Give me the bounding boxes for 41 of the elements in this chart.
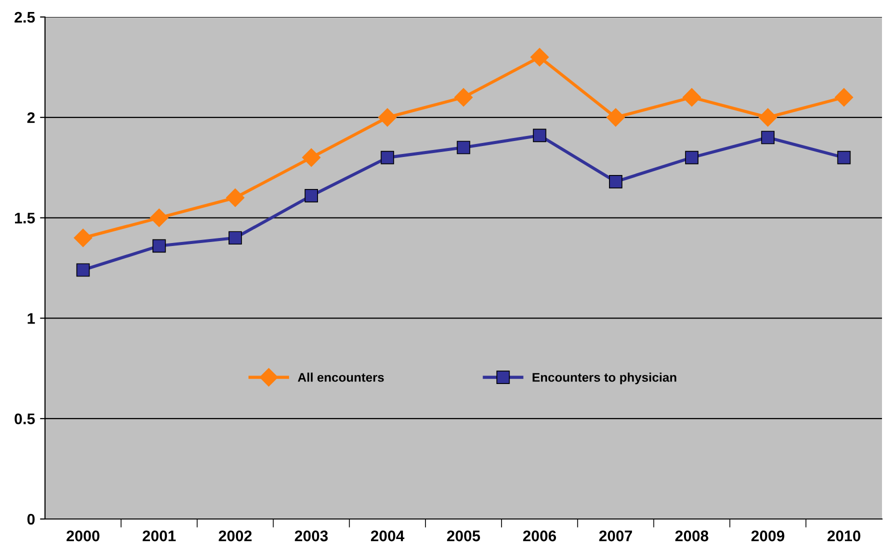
x-tick-label: 2010 [827, 530, 860, 542]
point [228, 231, 242, 245]
point [74, 228, 92, 248]
x-tick-label: 2008 [675, 530, 708, 542]
point [834, 88, 854, 107]
point [685, 150, 698, 164]
legend-label: Encounters to physician [532, 372, 676, 384]
point [530, 48, 549, 66]
x-tick-label: 2000 [66, 530, 100, 542]
y-tick-label: 1.5 [15, 212, 35, 224]
point [76, 263, 90, 277]
point [606, 108, 625, 127]
x-tick-label: 2001 [142, 530, 176, 542]
point [302, 148, 321, 167]
x-tick-label: 2002 [218, 530, 252, 542]
point [532, 128, 546, 142]
point [152, 239, 166, 253]
x-tick-label: 2005 [447, 530, 480, 542]
x-tick-label: 2009 [751, 530, 784, 542]
point [758, 108, 778, 127]
x-tick-label: 2004 [370, 530, 404, 542]
x-tick-label: 2003 [294, 530, 328, 542]
point [682, 88, 702, 107]
x-tick-label: 2007 [599, 530, 632, 542]
y-tick-label: 0 [27, 514, 35, 525]
point [380, 150, 394, 164]
point [454, 88, 473, 107]
point [304, 189, 318, 202]
x-tick-label: 2006 [523, 530, 556, 542]
point [150, 208, 168, 228]
y-tick-label: 2 [27, 112, 35, 123]
y-tick-label: 0.5 [14, 413, 35, 424]
y-tick-label: 2.5 [14, 12, 35, 23]
point [609, 174, 622, 188]
point [378, 108, 397, 127]
point [456, 140, 470, 154]
point [761, 130, 775, 144]
point [226, 188, 244, 207]
point [837, 150, 851, 164]
y-tick-label: 1 [28, 313, 35, 324]
legend-label: All encounters [298, 372, 384, 382]
